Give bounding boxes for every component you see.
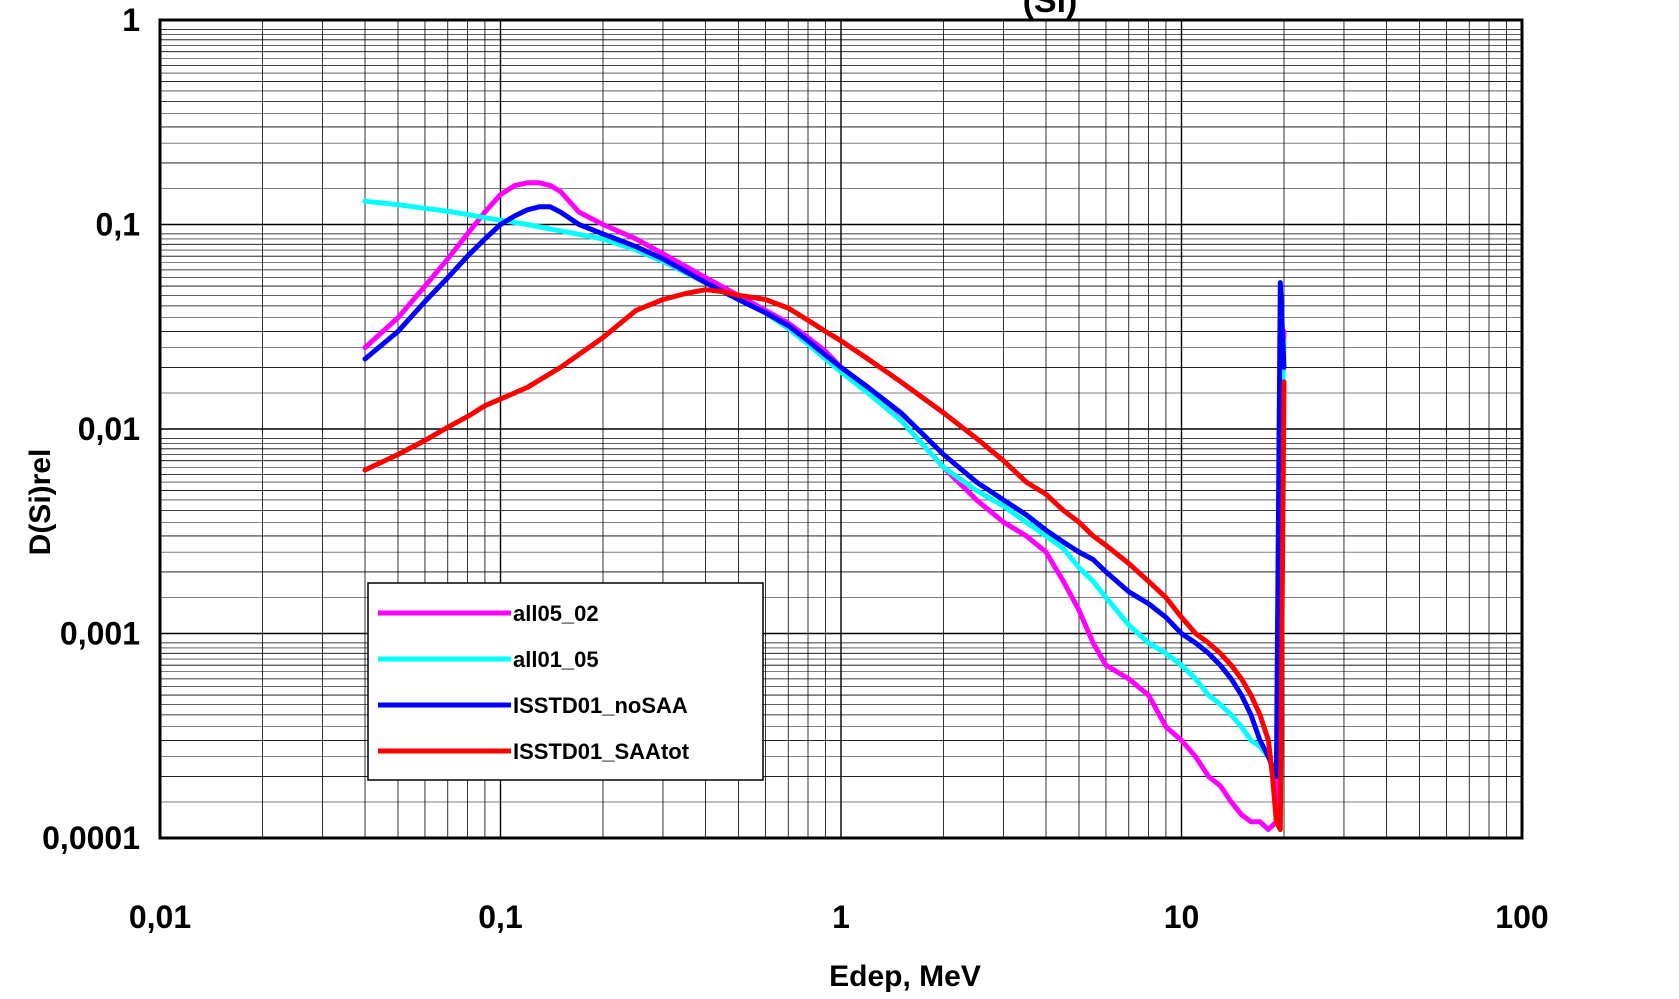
y-tick-label: 0,01 <box>78 411 140 447</box>
x-tick-label: 0,1 <box>478 899 522 935</box>
legend-label: all05_02 <box>513 601 599 626</box>
plot-area-frame <box>158 18 1524 840</box>
y-tick-label: 0,0001 <box>42 820 140 856</box>
legend-label: all01_05 <box>513 647 599 672</box>
x-tick-label: 10 <box>1164 899 1200 935</box>
legend-label: ISSTD01_SAAtot <box>513 739 690 764</box>
chart-title: (Si) <box>1023 0 1078 20</box>
legend-box <box>367 582 764 781</box>
series-line-ISSTD01_noSAA <box>362 204 1287 779</box>
y-axis-title: D(Si)rel <box>24 449 57 556</box>
x-tick-label: 100 <box>1495 899 1548 935</box>
x-tick-label: 0,01 <box>129 899 191 935</box>
y-tick-label: 1 <box>122 2 140 38</box>
legend: all05_02 all01_05 ISSTD01_noSAA ISSTD01_SAA… <box>367 582 764 781</box>
y-tick-label: 0,1 <box>96 207 140 243</box>
series-line-ISSTD01_SAAtot <box>362 287 1287 832</box>
tick-labels: 0,0001 0,001 0,01 0,1 1 0,01 0,1 1 10 100 <box>42 2 1549 935</box>
x-axis-title: Edep, MeV <box>829 960 981 993</box>
grid <box>159 20 1522 839</box>
legend-label: ISSTD01_noSAA <box>513 693 688 718</box>
y-tick-label: 0,001 <box>60 616 140 652</box>
series-line-all01_05 <box>362 198 1287 779</box>
x-tick-label: 1 <box>832 899 850 935</box>
series-layer <box>362 180 1287 832</box>
